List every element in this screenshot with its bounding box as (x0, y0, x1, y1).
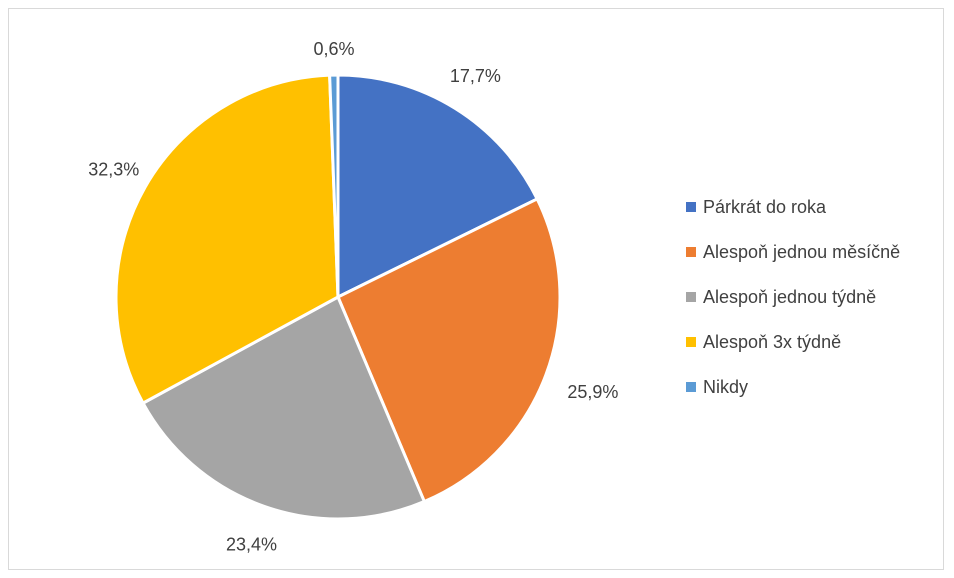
legend-label-5: Nikdy (703, 377, 748, 397)
legend-swatch-1 (686, 202, 696, 212)
pie-data-labels: 17,7% 25,9% 23,4% 32,3% 0,6% (88, 39, 618, 554)
legend-label-1: Párkrát do roka (703, 197, 827, 217)
data-label-5: 0,6% (313, 39, 354, 59)
pie-slice-3 (141, 295, 426, 521)
data-label-2: 25,9% (567, 382, 618, 402)
pie-slice-1 (336, 73, 539, 299)
legend-label-4: Alespoň 3x týdně (703, 332, 841, 352)
legend-swatch-3 (686, 292, 696, 302)
legend-swatch-5 (686, 382, 696, 392)
legend-label-3: Alespoň jednou týdně (703, 287, 876, 307)
pie-slice-4 (114, 73, 340, 405)
data-label-4: 32,3% (88, 159, 139, 179)
legend-swatch-2 (686, 247, 696, 257)
data-label-3: 23,4% (226, 534, 277, 554)
legend-swatch-4 (686, 337, 696, 347)
pie-slice-5 (328, 73, 340, 299)
chart-legend: Párkrát do roka Alespoň jednou měsíčně Ale… (686, 197, 900, 397)
data-label-1: 17,7% (450, 66, 501, 86)
pie-slices (114, 73, 562, 521)
legend-label-2: Alespoň jednou měsíčně (703, 242, 900, 262)
